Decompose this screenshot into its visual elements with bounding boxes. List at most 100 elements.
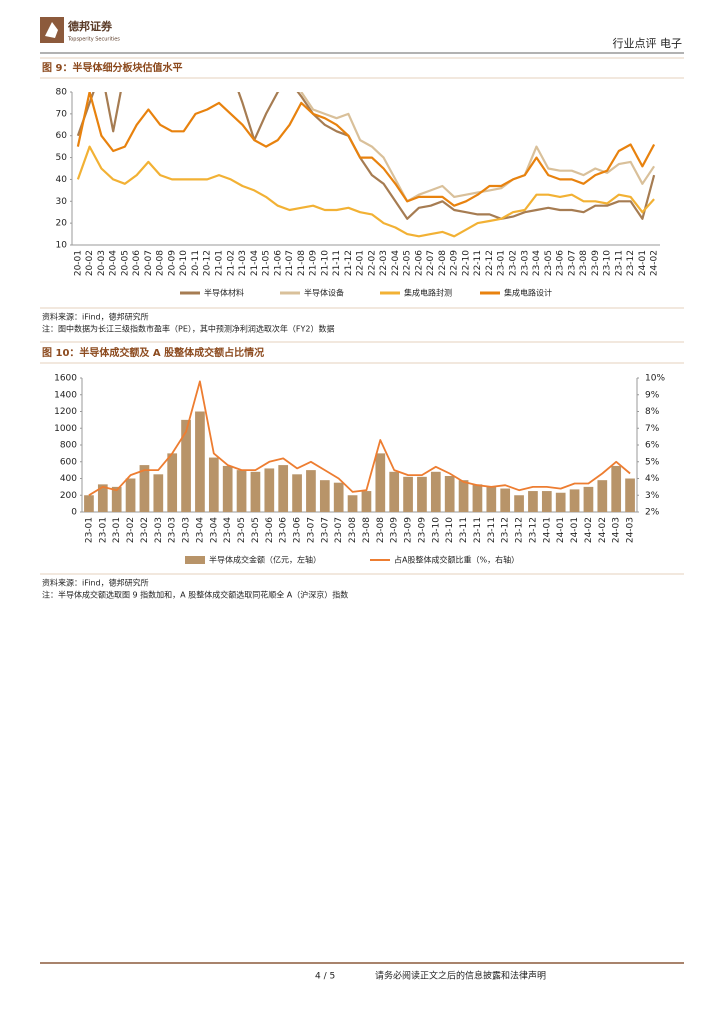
bar [500, 488, 511, 512]
bar [375, 453, 386, 512]
x-tick-label: 22-03 [379, 250, 389, 276]
bar [444, 475, 455, 512]
x-tick-label: 22-10 [461, 250, 471, 276]
y2-tick-label: 6% [645, 441, 660, 451]
bar [84, 495, 94, 512]
bar [514, 495, 524, 512]
series-line [300, 92, 656, 203]
x-tick-label: 23-06 [265, 517, 275, 543]
bar [430, 471, 441, 512]
x-tick-label: 23-08 [376, 517, 386, 543]
x-tick-label: 22-04 [391, 250, 401, 276]
x-tick-label: 23-08 [579, 250, 589, 276]
x-tick-label: 22-01 [356, 250, 366, 276]
note-text: 注：半导体成交额选取图 9 指数加和，A 股整体成交额选取同花顺全 A（沪深京）… [42, 590, 348, 600]
x-tick-label: 20-08 [156, 250, 166, 276]
y-tick-label: 30 [56, 197, 68, 207]
y2-tick-label: 4% [645, 474, 660, 484]
y2-tick-label: 3% [645, 491, 660, 501]
x-tick-label: 23-07 [334, 517, 344, 543]
series-line [76, 92, 656, 207]
page-number: 4 / 5 [315, 972, 335, 982]
bar [347, 495, 358, 512]
x-tick-label: 23-05 [237, 517, 247, 543]
y2-tick-label: 7% [645, 424, 660, 434]
x-tick-label: 20-07 [144, 250, 154, 276]
x-tick-label: 24-01 [570, 517, 580, 543]
x-tick-label: 20-12 [203, 250, 213, 276]
x-tick-label: 22-05 [403, 250, 413, 276]
x-tick-label: 23-07 [306, 517, 316, 543]
bar [111, 486, 122, 512]
bar [264, 468, 275, 512]
legend-label: 集成电路设计 [504, 288, 552, 298]
x-tick-label: 20-06 [132, 250, 142, 276]
bar [236, 470, 247, 512]
x-tick-label: 20-02 [85, 250, 95, 276]
bar [139, 465, 150, 512]
x-tick-label: 20-05 [120, 250, 130, 276]
x-tick-label: 23-11 [614, 250, 624, 276]
x-tick-label: 23-05 [251, 517, 261, 543]
x-tick-label: 24-01 [638, 250, 648, 276]
y-tick-label: 10 [56, 241, 68, 251]
x-tick-label: 23-03 [182, 517, 192, 543]
bar [541, 491, 552, 512]
x-tick-label: 23-06 [293, 517, 303, 543]
x-tick-label: 23-04 [209, 517, 219, 543]
x-tick-label: 23-09 [390, 517, 400, 543]
bar [597, 480, 608, 512]
bar [458, 480, 469, 512]
x-tick-label: 24-01 [542, 517, 552, 543]
y-tick-label: 1400 [54, 390, 77, 400]
bar [181, 419, 191, 512]
x-tick-label: 23-02 [509, 250, 519, 276]
y-tick-label: 200 [60, 491, 77, 501]
x-tick-label: 21-05 [262, 250, 272, 276]
y-tick-label: 800 [60, 441, 77, 451]
x-tick-label: 20-04 [109, 250, 119, 276]
x-tick-label: 24-02 [598, 517, 608, 543]
x-tick-label: 23-04 [223, 517, 233, 543]
bar [319, 480, 330, 512]
bar [250, 471, 261, 512]
y-tick-label: 1000 [54, 424, 77, 434]
x-tick-label: 23-08 [348, 517, 358, 543]
bar [403, 476, 413, 512]
x-tick-label: 23-11 [459, 517, 469, 543]
x-tick-label: 23-09 [417, 517, 427, 543]
x-tick-label: 23-11 [487, 517, 497, 543]
bar [278, 465, 289, 512]
x-tick-label: 21-06 [273, 250, 283, 276]
x-tick-label: 23-01 [98, 517, 108, 543]
bar [611, 465, 622, 512]
y-tick-label: 400 [60, 474, 77, 484]
x-tick-label: 23-12 [501, 517, 511, 543]
x-tick-label: 23-08 [362, 517, 372, 543]
x-tick-label: 22-11 [473, 250, 483, 276]
figure-title: 图 9：半导体细分板块估值水平 [42, 61, 182, 74]
x-tick-label: 23-04 [195, 517, 205, 543]
x-tick-label: 23-07 [567, 250, 577, 276]
x-tick-label: 20-10 [179, 250, 189, 276]
x-tick-label: 23-05 [544, 250, 554, 276]
y-tick-label: 50 [56, 153, 68, 163]
y-tick-label: 20 [56, 219, 68, 229]
bar [417, 476, 427, 512]
x-tick-label: 24-01 [556, 517, 566, 543]
bar [97, 484, 108, 512]
x-tick-label: 23-06 [556, 250, 566, 276]
x-tick-label: 21-07 [285, 250, 295, 276]
legend-label: 半导体设备 [304, 288, 344, 298]
x-tick-label: 23-12 [626, 250, 636, 276]
bar [583, 486, 594, 512]
bar [625, 478, 635, 512]
bar [528, 491, 538, 512]
bar [486, 486, 497, 512]
y-tick-label: 80 [56, 88, 68, 98]
y-tick-label: 60 [56, 131, 68, 141]
legend-label: 半导体成交金额（亿元，左轴） [209, 555, 321, 565]
x-tick-label: 23-09 [404, 517, 414, 543]
bar [292, 474, 302, 512]
x-tick-label: 22-08 [438, 250, 448, 276]
